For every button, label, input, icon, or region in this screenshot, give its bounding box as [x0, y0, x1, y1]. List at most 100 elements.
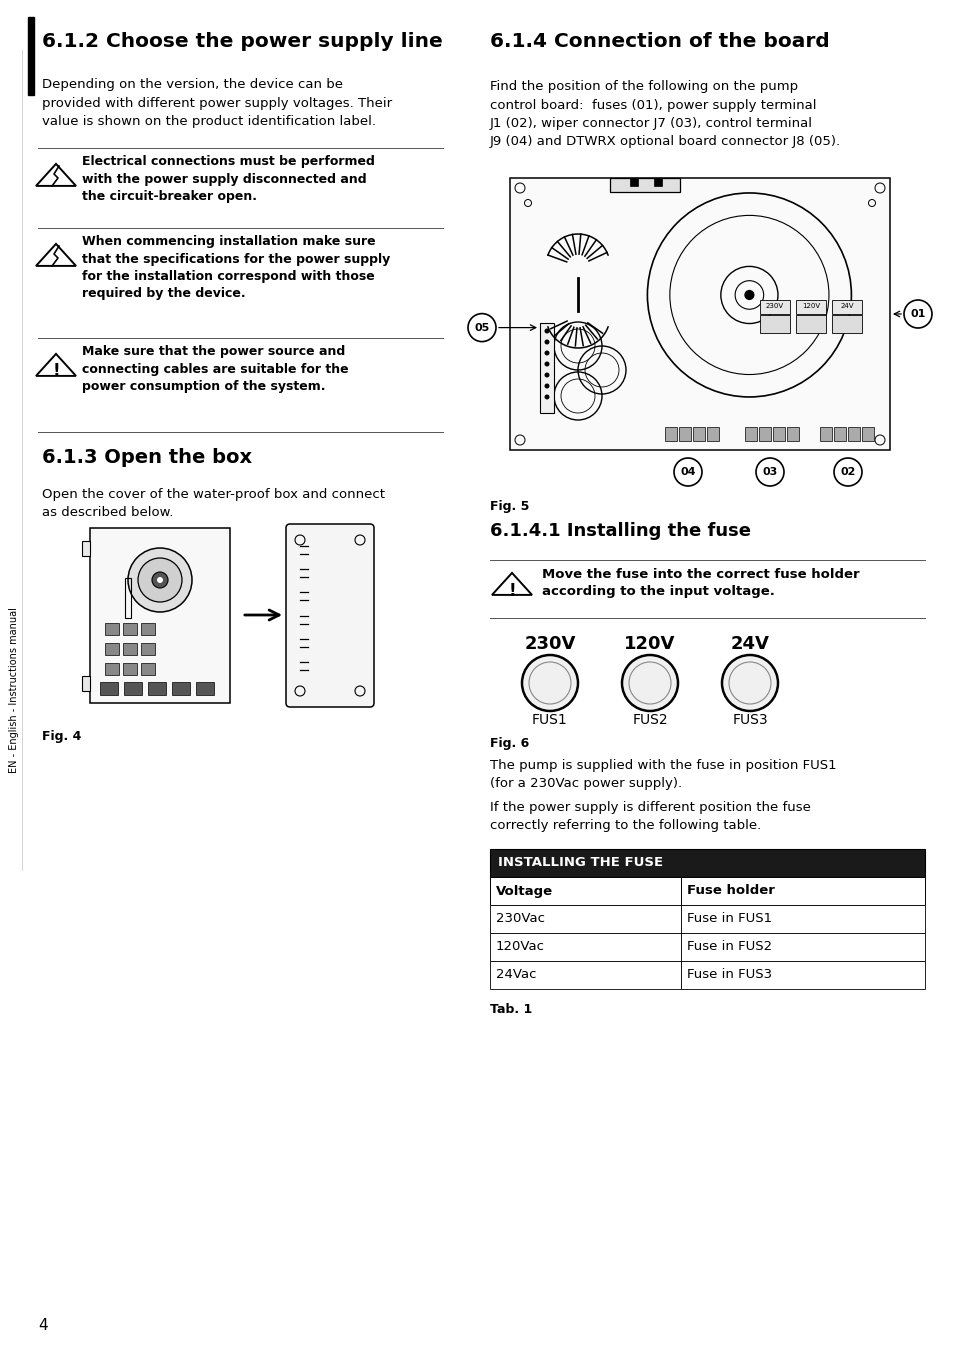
Text: 6.1.4.1 Installing the fuse: 6.1.4.1 Installing the fuse	[490, 523, 750, 540]
Bar	[172, 682, 190, 695]
Text: Fuse in FUS3: Fuse in FUS3	[687, 968, 772, 982]
Circle shape	[673, 458, 701, 486]
Bar	[123, 623, 137, 635]
Bar	[831, 301, 862, 314]
Text: 24V: 24V	[730, 635, 769, 653]
Bar	[141, 623, 154, 635]
Circle shape	[544, 340, 549, 344]
Circle shape	[157, 577, 163, 584]
Bar	[124, 682, 142, 695]
Bar	[490, 933, 680, 961]
Text: 230Vac: 230Vac	[496, 913, 544, 926]
Bar	[862, 427, 873, 441]
Bar	[680, 961, 924, 988]
Bar	[680, 933, 924, 961]
Bar	[141, 663, 154, 676]
Circle shape	[755, 458, 783, 486]
Circle shape	[544, 372, 549, 378]
Text: Voltage: Voltage	[496, 884, 553, 898]
Text: Fig. 4: Fig. 4	[42, 730, 81, 743]
Text: Find the position of the following on the pump
control board:  fuses (01), power: Find the position of the following on th…	[490, 80, 841, 149]
Bar	[148, 682, 166, 695]
Text: 6.1.3 Open the box: 6.1.3 Open the box	[42, 448, 252, 467]
Text: Fuse holder: Fuse holder	[687, 884, 775, 898]
Text: 120Vac: 120Vac	[496, 941, 544, 953]
Text: Tab. 1: Tab. 1	[490, 1003, 532, 1016]
Text: EN - English - Instructions manual: EN - English - Instructions manual	[9, 607, 19, 773]
Circle shape	[621, 655, 678, 711]
Text: 01: 01	[909, 309, 924, 320]
Circle shape	[743, 290, 754, 301]
Text: Open the cover of the water-proof box and connect
as described below.: Open the cover of the water-proof box an…	[42, 487, 385, 520]
Text: 03: 03	[761, 467, 777, 477]
Bar	[759, 427, 770, 441]
Circle shape	[544, 329, 549, 333]
Text: FUS1: FUS1	[532, 714, 567, 727]
Bar	[141, 643, 154, 655]
Bar	[490, 849, 924, 877]
Text: Electrical connections must be performed
with the power supply disconnected and
: Electrical connections must be performed…	[82, 154, 375, 203]
Text: 4: 4	[38, 1317, 48, 1332]
Text: 120V: 120V	[801, 303, 820, 309]
Bar	[195, 682, 213, 695]
Bar	[490, 961, 680, 988]
Bar	[539, 324, 554, 413]
Text: 04: 04	[679, 467, 695, 477]
Circle shape	[138, 558, 182, 603]
Circle shape	[544, 394, 549, 399]
Bar	[609, 177, 679, 192]
Bar	[82, 542, 90, 556]
Circle shape	[128, 548, 192, 612]
Bar	[820, 427, 831, 441]
Circle shape	[544, 383, 549, 389]
Text: !: !	[508, 582, 516, 600]
Bar	[123, 643, 137, 655]
Text: Move the fuse into the correct fuse holder
according to the input voltage.: Move the fuse into the correct fuse hold…	[541, 567, 859, 598]
Bar	[760, 315, 789, 333]
Text: FUS3: FUS3	[731, 714, 767, 727]
FancyBboxPatch shape	[286, 524, 374, 707]
Text: 120V: 120V	[623, 635, 675, 653]
Circle shape	[903, 301, 931, 328]
Bar	[760, 301, 789, 314]
Text: 24V: 24V	[840, 303, 853, 309]
Circle shape	[833, 458, 862, 486]
Bar	[833, 427, 845, 441]
Bar	[795, 301, 825, 314]
Text: 05: 05	[474, 322, 489, 333]
Bar	[706, 427, 719, 441]
Text: 230V: 230V	[524, 635, 575, 653]
Text: 02: 02	[840, 467, 855, 477]
Circle shape	[152, 571, 168, 588]
Bar	[105, 663, 119, 676]
Text: 6.1.4 Connection of the board: 6.1.4 Connection of the board	[490, 32, 829, 51]
Bar	[831, 315, 862, 333]
Bar	[847, 427, 859, 441]
Bar	[90, 528, 230, 703]
Bar	[28, 18, 34, 95]
Text: Depending on the version, the device can be
provided with different power supply: Depending on the version, the device can…	[42, 79, 392, 129]
Text: Fig. 5: Fig. 5	[490, 500, 529, 513]
Text: Fuse in FUS1: Fuse in FUS1	[687, 913, 772, 926]
Circle shape	[468, 314, 496, 341]
Bar	[692, 427, 704, 441]
Text: The pump is supplied with the fuse in position FUS1
(for a 230Vac power supply).: The pump is supplied with the fuse in po…	[490, 760, 836, 791]
Circle shape	[521, 655, 578, 711]
Text: Make sure that the power source and
connecting cables are suitable for the
power: Make sure that the power source and conn…	[82, 345, 348, 393]
Bar	[125, 578, 131, 617]
Text: Fuse in FUS2: Fuse in FUS2	[687, 941, 772, 953]
Bar	[100, 682, 118, 695]
Bar	[654, 177, 661, 185]
Bar	[510, 177, 889, 450]
Bar	[105, 643, 119, 655]
Text: When commencing installation make sure
that the specifications for the power sup: When commencing installation make sure t…	[82, 236, 390, 301]
Bar	[105, 623, 119, 635]
Circle shape	[721, 655, 778, 711]
Bar	[490, 877, 680, 904]
Text: If the power supply is different position the fuse
correctly referring to the fo: If the power supply is different positio…	[490, 802, 810, 833]
Text: FUS2: FUS2	[632, 714, 667, 727]
Circle shape	[544, 351, 549, 356]
Text: INSTALLING THE FUSE: INSTALLING THE FUSE	[497, 857, 662, 869]
Bar	[772, 427, 784, 441]
Bar	[490, 904, 680, 933]
